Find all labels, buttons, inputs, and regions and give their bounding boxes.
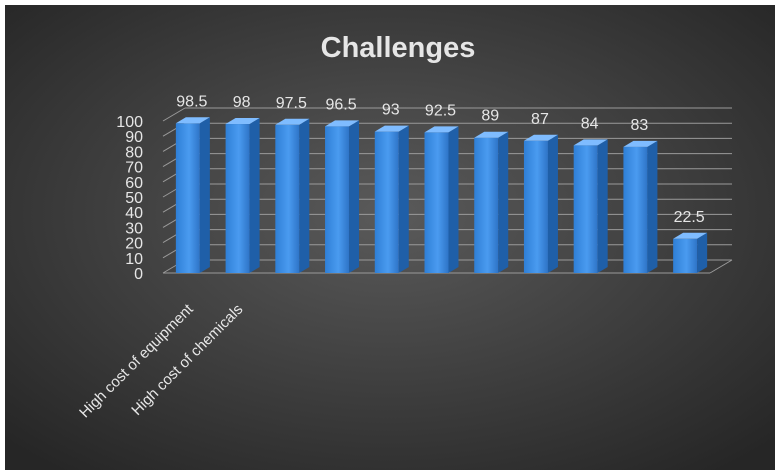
bar-side	[448, 126, 459, 274]
data-label: 98.5	[176, 93, 207, 110]
bar-front	[573, 145, 598, 273]
bar-side	[349, 120, 360, 273]
data-label: 97.5	[276, 95, 307, 112]
bar-front	[523, 140, 548, 273]
bar	[623, 140, 658, 273]
y-tick-label: 60	[125, 175, 143, 192]
bar-top	[623, 140, 658, 147]
data-labels: 98.5 98 97.5 96.5 93 92.5 89 87 84 83 22.5	[176, 93, 705, 226]
bar-top	[474, 131, 509, 138]
bar-top	[175, 117, 210, 124]
bar-side	[697, 232, 708, 273]
bar-front	[225, 124, 250, 273]
bar-top	[424, 126, 459, 133]
gridline-depth	[162, 107, 186, 122]
y-tick-label: 90	[125, 129, 143, 146]
y-tick-label: 0	[134, 266, 143, 283]
bar-side	[299, 118, 310, 273]
data-label: 96.5	[325, 96, 356, 113]
chart-title: Challenges	[321, 32, 476, 64]
bars	[175, 117, 708, 274]
bar-side	[597, 139, 608, 273]
bar-front	[175, 123, 200, 273]
bar-top	[673, 232, 708, 239]
bar-top	[325, 120, 360, 127]
bar	[325, 120, 360, 273]
bar-side	[249, 118, 260, 273]
bar-side	[199, 117, 210, 273]
bar-side	[498, 131, 509, 273]
bar-top	[523, 134, 558, 141]
bar-side	[547, 134, 558, 273]
data-label: 87	[531, 111, 549, 128]
data-label: 98	[233, 94, 251, 111]
bar-front	[474, 137, 499, 273]
bar	[523, 134, 558, 273]
y-tick-label: 10	[125, 251, 143, 268]
bar	[474, 131, 509, 273]
bar	[573, 139, 608, 273]
bar	[673, 232, 708, 273]
bar-front	[374, 131, 399, 273]
bar-top	[573, 139, 608, 146]
floor-right-edge	[709, 259, 733, 274]
bar	[374, 125, 409, 273]
chart-area: Challenges 0 10 20 30 40 50 60 70 80 90 100 98.5 98…	[5, 5, 775, 470]
bar-top	[225, 118, 260, 125]
bar-top	[275, 118, 310, 125]
y-tick-label: 30	[125, 220, 143, 237]
bar	[225, 118, 260, 273]
y-tick-label: 70	[125, 160, 143, 177]
bar	[175, 117, 210, 273]
bar-front	[325, 126, 350, 273]
y-tick-label: 20	[125, 236, 143, 253]
data-label: 84	[581, 115, 599, 132]
bar-front	[424, 132, 449, 273]
data-label: 22.5	[674, 209, 705, 226]
data-label: 89	[481, 108, 499, 125]
bar-front	[623, 146, 648, 273]
bar-front	[673, 238, 698, 273]
data-label: 92.5	[425, 102, 456, 119]
bar	[275, 118, 310, 273]
y-tick-label: 50	[125, 190, 143, 207]
y-tick-label: 80	[125, 144, 143, 161]
bar-front	[275, 124, 300, 273]
data-label: 93	[382, 102, 400, 119]
data-label: 83	[631, 117, 649, 134]
bar-side	[647, 140, 658, 273]
y-tick-label: 100	[116, 114, 143, 131]
bar	[424, 126, 459, 274]
bar-side	[398, 125, 409, 273]
bar-top	[374, 125, 409, 132]
y-tick-label: 40	[125, 205, 143, 222]
